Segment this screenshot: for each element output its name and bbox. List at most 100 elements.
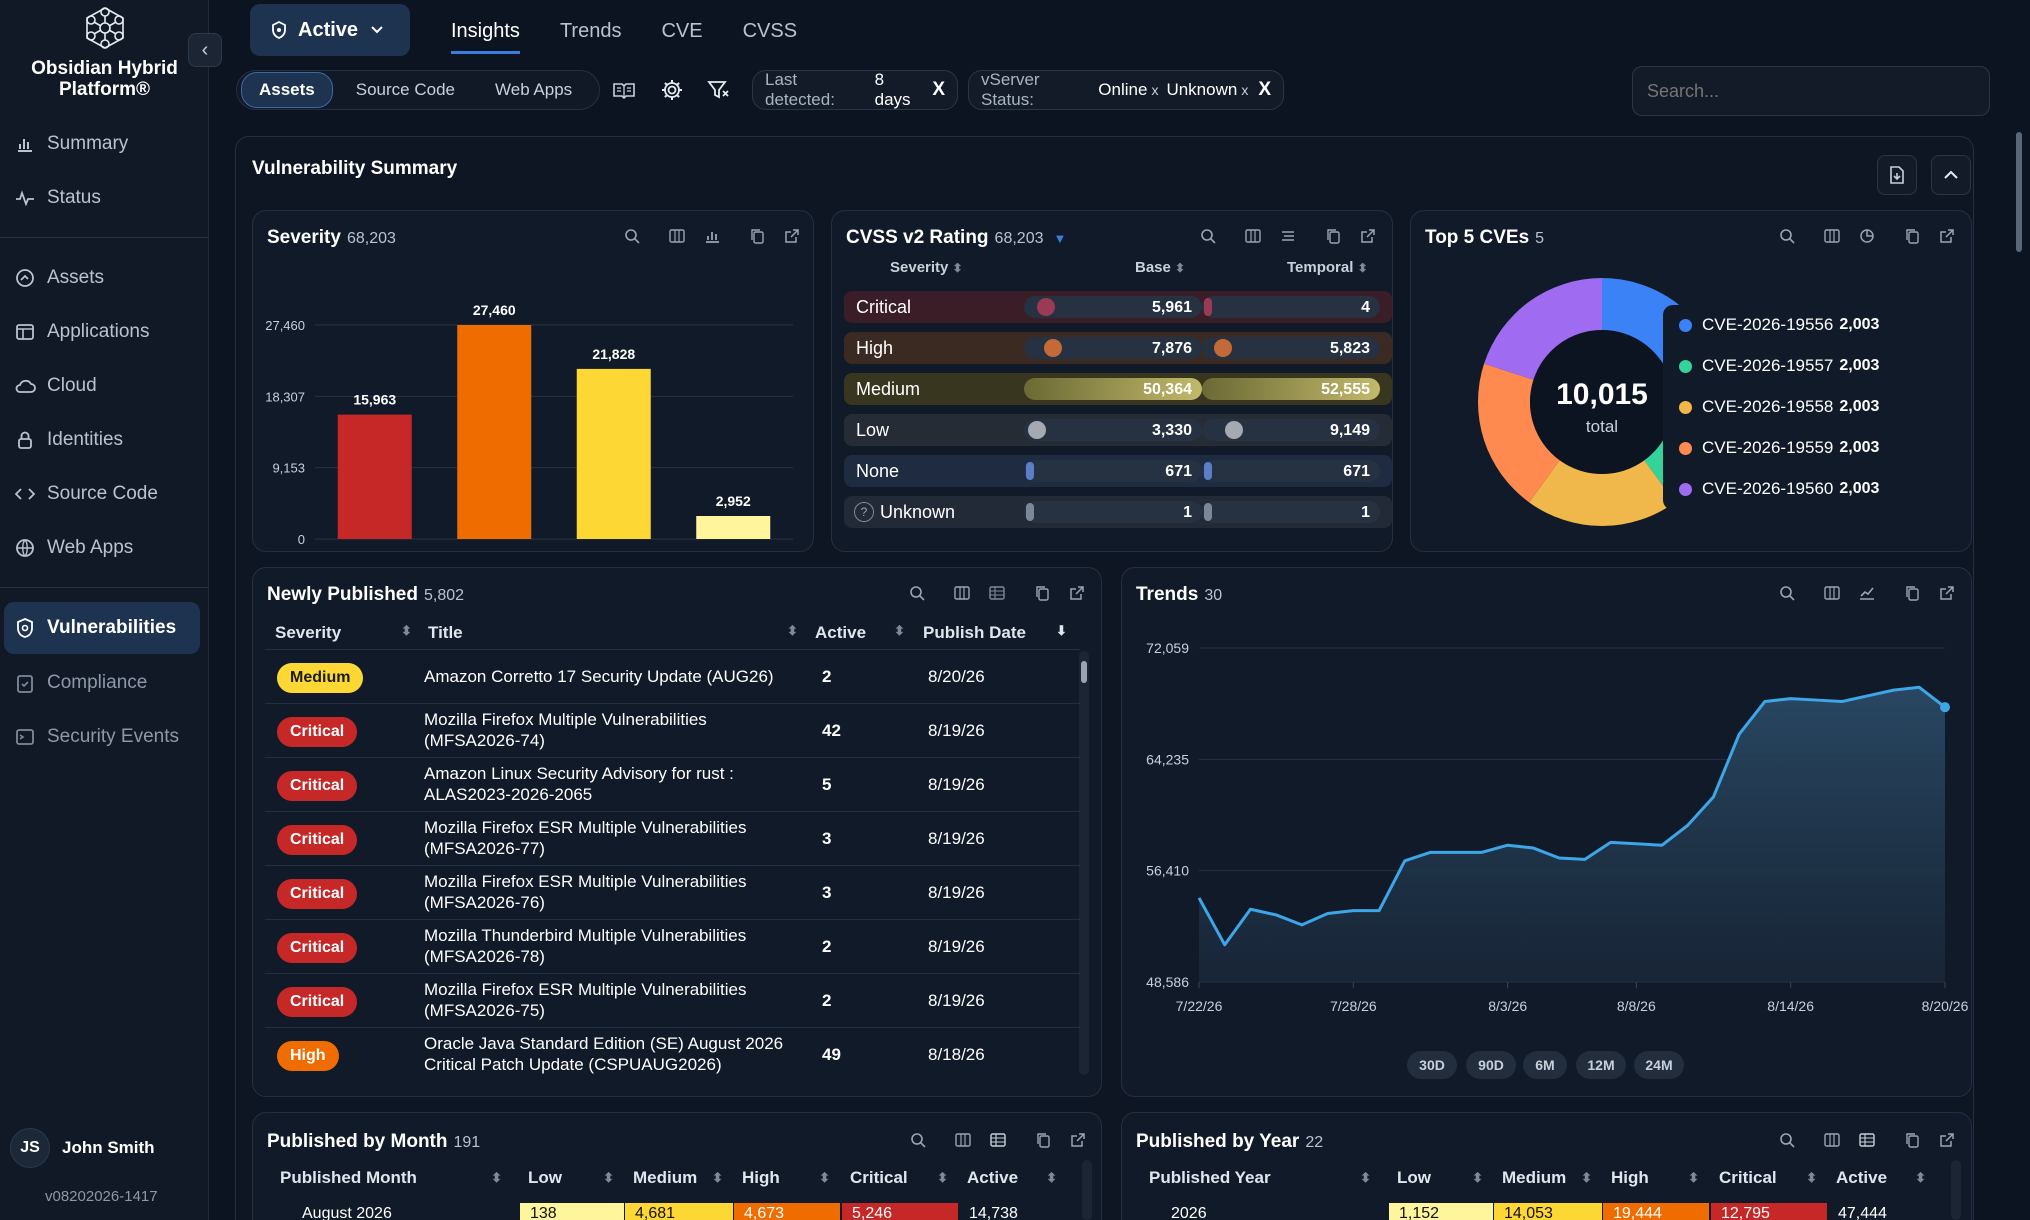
search-icon[interactable] — [621, 225, 643, 247]
export-pdf-button[interactable] — [1877, 155, 1917, 195]
column-header[interactable]: Published Month ⬍ — [280, 1168, 512, 1188]
caret-down-icon[interactable]: ▼ — [1053, 231, 1067, 246]
remove-value-button[interactable]: x — [1151, 82, 1159, 98]
column-header[interactable]: Low ⬍ — [1397, 1168, 1493, 1188]
open-external-icon[interactable] — [1066, 582, 1088, 604]
sort-icon[interactable]: ⬍ — [894, 623, 905, 638]
cvss-row-low[interactable]: Low 3,330 9,149 — [844, 414, 1392, 446]
cvss-row-none[interactable]: None 671 671 — [844, 455, 1392, 487]
search-icon[interactable] — [1776, 582, 1798, 604]
segment-assets[interactable]: Assets — [241, 72, 333, 108]
sort-icon[interactable]: ⬍ — [787, 623, 798, 638]
collapse-sidebar-button[interactable]: ‹ — [188, 33, 222, 67]
help-icon[interactable]: ? — [854, 502, 874, 522]
open-external-icon[interactable] — [781, 225, 803, 247]
sidebar-item-identities[interactable]: Identities — [0, 414, 209, 466]
column-header-temporal[interactable]: Temporal ⬍ — [1287, 259, 1368, 276]
segment-web-apps[interactable]: Web Apps — [495, 80, 573, 99]
sort-desc-icon[interactable]: ⬇ — [1056, 623, 1067, 638]
table-icon[interactable] — [986, 582, 1008, 604]
columns-icon[interactable] — [1821, 225, 1843, 247]
copy-icon[interactable] — [1901, 225, 1923, 247]
open-external-icon[interactable] — [1936, 1129, 1958, 1151]
tab-insights[interactable]: Insights — [451, 20, 520, 54]
table-scrollbar[interactable] — [1079, 651, 1089, 1075]
columns-icon[interactable] — [951, 582, 973, 604]
list-icon[interactable] — [1277, 225, 1299, 247]
bar-chart-icon[interactable] — [701, 225, 723, 247]
sort-icon[interactable]: ⬍ — [712, 1170, 723, 1185]
column-header[interactable]: Active ⬍ — [967, 1168, 1067, 1188]
open-external-icon[interactable] — [1936, 582, 1958, 604]
sort-icon[interactable]: ⬍ — [1360, 1170, 1371, 1185]
search-icon[interactable] — [907, 1129, 929, 1151]
remove-filter-button[interactable]: X — [1258, 79, 1271, 100]
range-12m-button[interactable]: 12M — [1576, 1051, 1626, 1079]
column-header-severity[interactable]: Severity — [275, 623, 341, 643]
sort-icon[interactable]: ⬍ — [1581, 1170, 1592, 1185]
legend-item[interactable]: CVE-2026-19557 2,003 — [1679, 356, 1879, 376]
table-row[interactable]: Critical Mozilla Firefox ESR Multiple Vul… — [265, 973, 1080, 1027]
search-input[interactable] — [1632, 66, 1990, 116]
column-header[interactable]: Medium ⬍ — [633, 1168, 733, 1188]
tab-trends[interactable]: Trends — [559, 20, 622, 42]
user-profile[interactable]: JS John Smith — [10, 1128, 155, 1168]
copy-icon[interactable] — [1032, 1129, 1054, 1151]
sidebar-item-assets[interactable]: Assets — [0, 252, 209, 304]
book-icon[interactable] — [610, 76, 638, 104]
table-row[interactable]: High Oracle Java Standard Edition (SE) Au… — [265, 1027, 1080, 1081]
sidebar-item-vulnerabilities[interactable]: Vulnerabilities — [4, 602, 200, 654]
table-row[interactable]: Medium Amazon Corretto 17 Security Update… — [265, 649, 1080, 703]
columns-icon[interactable] — [1821, 1129, 1843, 1151]
columns-icon[interactable] — [666, 225, 688, 247]
copy-icon[interactable] — [746, 225, 768, 247]
copy-icon[interactable] — [1901, 582, 1923, 604]
table-icon[interactable] — [987, 1129, 1009, 1151]
open-external-icon[interactable] — [1936, 225, 1958, 247]
tab-cvss[interactable]: CVSS — [742, 20, 798, 42]
legend-item[interactable]: CVE-2026-19560 2,003 — [1679, 479, 1879, 499]
open-external-icon[interactable] — [1067, 1129, 1089, 1151]
sidebar-item-compliance[interactable]: Compliance — [0, 657, 209, 709]
sort-icon[interactable]: ⬍ — [1688, 1170, 1699, 1185]
column-header-severity[interactable]: Severity ⬍ — [890, 259, 963, 276]
sort-icon[interactable]: ⬍ — [1046, 1170, 1057, 1185]
search-icon[interactable] — [1197, 225, 1219, 247]
search-icon[interactable] — [1776, 225, 1798, 247]
range-6m-button[interactable]: 6M — [1523, 1051, 1567, 1079]
column-header-publish-date[interactable]: Publish Date — [923, 623, 1026, 643]
column-header[interactable]: Medium ⬍ — [1502, 1168, 1602, 1188]
sort-icon[interactable]: ⬍ — [603, 1170, 614, 1185]
column-header-base[interactable]: Base ⬍ — [1135, 259, 1186, 276]
remove-value-button[interactable]: x — [1241, 82, 1249, 98]
page-scrollbar[interactable] — [2014, 132, 2024, 1220]
column-header[interactable]: Critical ⬍ — [1719, 1168, 1827, 1188]
sort-icon[interactable]: ⬍ — [1806, 1170, 1817, 1185]
cvss-row-high[interactable]: High 7,876 5,823 — [844, 332, 1392, 364]
status-filter-dropdown[interactable]: Active — [250, 4, 410, 56]
cvss-row-medium[interactable]: Medium 50,364 52,555 — [844, 373, 1392, 405]
table-row[interactable]: Critical Amazon Linux Security Advisory f… — [265, 757, 1080, 811]
search-icon[interactable] — [1776, 1129, 1798, 1151]
legend-item[interactable]: CVE-2026-19558 2,003 — [1679, 397, 1879, 417]
column-header[interactable]: High ⬍ — [742, 1168, 840, 1188]
sidebar-item-summary[interactable]: Summary — [0, 118, 209, 170]
cvss-row-critical[interactable]: Critical 5,961 4 — [844, 291, 1392, 323]
range-30d-button[interactable]: 30D — [1407, 1051, 1457, 1079]
copy-icon[interactable] — [1901, 1129, 1923, 1151]
columns-icon[interactable] — [952, 1129, 974, 1151]
open-external-icon[interactable] — [1357, 225, 1379, 247]
sidebar-item-status[interactable]: Status — [0, 172, 209, 224]
gear-icon[interactable] — [658, 76, 686, 104]
table-icon[interactable] — [1856, 1129, 1878, 1151]
table-row[interactable]: Critical Mozilla Firefox ESR Multiple Vul… — [265, 865, 1080, 919]
line-chart-icon[interactable] — [1856, 582, 1878, 604]
column-header-active[interactable]: Active — [815, 623, 866, 643]
column-header[interactable]: High ⬍ — [1611, 1168, 1709, 1188]
sort-icon[interactable]: ⬍ — [491, 1170, 502, 1185]
legend-item[interactable]: CVE-2026-19556 2,003 — [1679, 315, 1879, 335]
legend-item[interactable]: CVE-2026-19559 2,003 — [1679, 438, 1879, 458]
sidebar-item-source-code[interactable]: Source Code — [0, 468, 209, 520]
remove-filter-button[interactable]: X — [932, 79, 945, 100]
sidebar-item-applications[interactable]: Applications — [0, 306, 209, 358]
